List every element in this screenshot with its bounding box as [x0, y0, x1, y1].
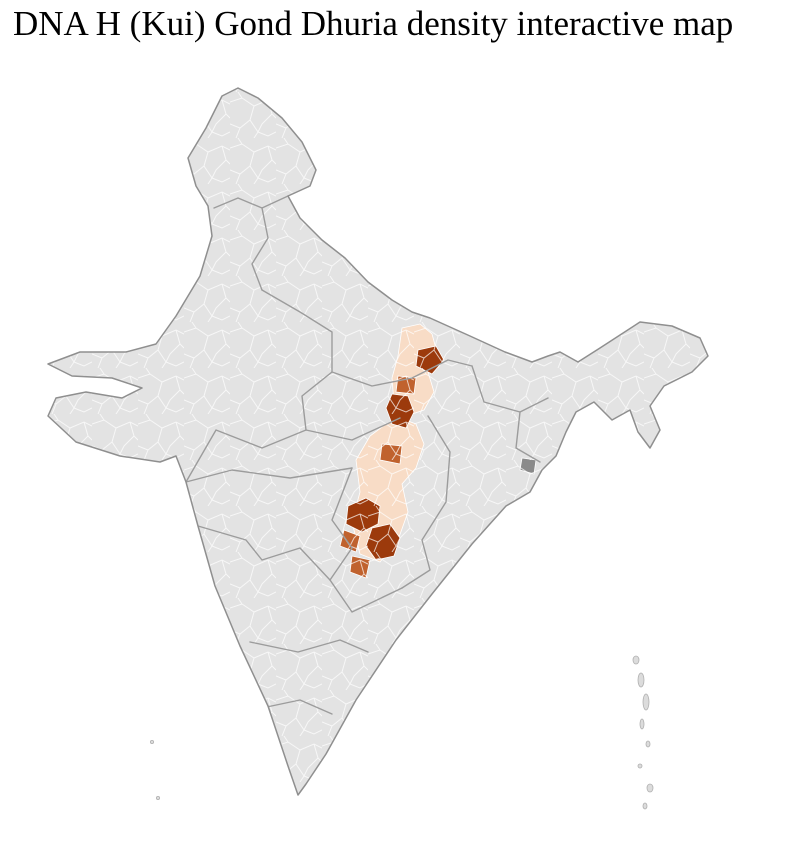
state-border-line [515, 411, 541, 463]
island [645, 740, 651, 748]
island [632, 655, 640, 665]
state-border-line [331, 359, 473, 387]
india-outline [47, 87, 709, 796]
page-title: DNA H (Kui) Gond Dhuria density interact… [13, 4, 734, 43]
island [155, 796, 160, 801]
island [642, 693, 650, 711]
state-border-line [197, 525, 331, 581]
state-border-line [401, 415, 451, 589]
state-border-line [305, 417, 401, 441]
state-border-line [261, 699, 333, 715]
state-border-line [213, 195, 289, 209]
island [642, 802, 648, 810]
state-border-line [185, 429, 307, 483]
island [639, 718, 645, 730]
state-border-line [329, 467, 403, 613]
island [149, 740, 154, 745]
state-border-line [185, 467, 353, 483]
island [637, 763, 643, 769]
state-border-line [471, 365, 549, 413]
district-borders-texture [48, 88, 708, 795]
island [646, 783, 654, 793]
state-borders [185, 195, 549, 715]
andaman-islands [632, 655, 654, 810]
state-border-line [251, 207, 269, 291]
lakshadweep-islands [149, 740, 160, 801]
state-border-line [261, 289, 333, 431]
state-border-line [249, 639, 369, 653]
island [637, 672, 645, 688]
